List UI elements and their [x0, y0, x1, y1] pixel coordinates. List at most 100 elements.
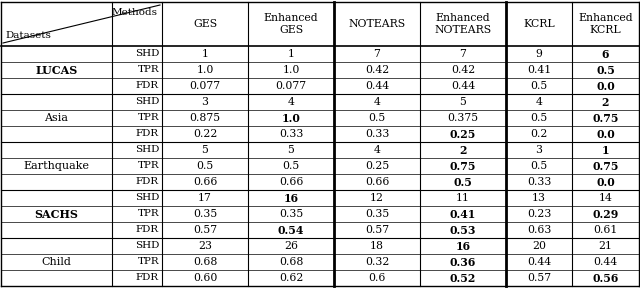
Text: SHD: SHD [134, 146, 159, 155]
Text: Earthquake: Earthquake [24, 161, 90, 171]
Text: NOTEARS: NOTEARS [348, 19, 406, 29]
Text: 0.63: 0.63 [527, 225, 551, 235]
Text: 0.875: 0.875 [189, 113, 221, 123]
Text: KCRL: KCRL [523, 19, 555, 29]
Text: 0.75: 0.75 [592, 113, 619, 123]
Text: 0.33: 0.33 [527, 177, 551, 187]
Text: 0.44: 0.44 [365, 81, 389, 91]
Text: Enhanced
KCRL: Enhanced KCRL [578, 13, 633, 35]
Text: 1: 1 [202, 49, 209, 59]
Text: 9: 9 [536, 49, 543, 59]
Text: 0.35: 0.35 [365, 209, 389, 219]
Text: 0.44: 0.44 [593, 257, 618, 267]
Text: 2: 2 [602, 96, 609, 108]
Text: 0.375: 0.375 [447, 113, 479, 123]
Text: TPR: TPR [138, 210, 159, 218]
Text: TPR: TPR [138, 258, 159, 266]
Text: Enhanced
GES: Enhanced GES [264, 13, 318, 35]
Text: 0.54: 0.54 [278, 225, 304, 235]
Text: 6: 6 [602, 49, 609, 59]
Text: 0.41: 0.41 [450, 208, 476, 220]
Text: 0.66: 0.66 [193, 177, 217, 187]
Text: 0.61: 0.61 [593, 225, 618, 235]
Text: 23: 23 [198, 241, 212, 251]
Text: 4: 4 [536, 97, 543, 107]
Text: 4: 4 [374, 97, 380, 107]
Text: 7: 7 [374, 49, 380, 59]
Text: 0.56: 0.56 [592, 273, 619, 283]
Text: Methods: Methods [112, 8, 158, 17]
Text: 1: 1 [287, 49, 294, 59]
Text: 0.5: 0.5 [196, 161, 214, 171]
Text: 11: 11 [456, 193, 470, 203]
Text: 1.0: 1.0 [282, 113, 300, 123]
Text: 0.62: 0.62 [279, 273, 303, 283]
Text: 0.66: 0.66 [279, 177, 303, 187]
Text: TPR: TPR [138, 113, 159, 123]
Text: 0.66: 0.66 [365, 177, 389, 187]
Text: 0.0: 0.0 [596, 81, 615, 91]
Text: 0.57: 0.57 [527, 273, 551, 283]
Text: 0.33: 0.33 [365, 129, 389, 139]
Text: FDR: FDR [136, 225, 159, 235]
Text: 0.077: 0.077 [189, 81, 221, 91]
Text: 0.33: 0.33 [279, 129, 303, 139]
Text: FDR: FDR [136, 129, 159, 138]
Text: 18: 18 [370, 241, 384, 251]
Text: 0.32: 0.32 [365, 257, 389, 267]
Text: 0.22: 0.22 [193, 129, 217, 139]
Text: 0.2: 0.2 [531, 129, 548, 139]
Text: Child: Child [42, 257, 72, 267]
Text: SHD: SHD [134, 241, 159, 250]
Text: 13: 13 [532, 193, 546, 203]
Text: 14: 14 [598, 193, 612, 203]
Text: 0.44: 0.44 [527, 257, 551, 267]
Text: FDR: FDR [136, 178, 159, 186]
Text: SHD: SHD [134, 49, 159, 59]
Text: 2: 2 [460, 144, 467, 156]
Text: 0.44: 0.44 [451, 81, 475, 91]
Text: 5: 5 [202, 145, 209, 155]
Text: 1: 1 [602, 144, 609, 156]
Text: 0.25: 0.25 [365, 161, 389, 171]
Text: 0.60: 0.60 [193, 273, 217, 283]
Text: LUCAS: LUCAS [35, 64, 77, 76]
Text: 0.57: 0.57 [365, 225, 389, 235]
Text: 21: 21 [598, 241, 612, 251]
Text: 26: 26 [284, 241, 298, 251]
Text: 16: 16 [456, 240, 470, 251]
Text: 0.5: 0.5 [596, 64, 615, 76]
Text: TPR: TPR [138, 161, 159, 171]
Text: 0.35: 0.35 [279, 209, 303, 219]
Text: 0.75: 0.75 [450, 161, 476, 171]
Text: Datasets: Datasets [5, 31, 51, 40]
Text: 3: 3 [202, 97, 209, 107]
Text: 0.68: 0.68 [279, 257, 303, 267]
Text: 0.0: 0.0 [596, 176, 615, 188]
Text: 0.0: 0.0 [596, 128, 615, 139]
Text: SHD: SHD [134, 193, 159, 203]
Text: 1.0: 1.0 [196, 65, 214, 75]
Text: 0.75: 0.75 [592, 161, 619, 171]
Text: Enhanced
NOTEARS: Enhanced NOTEARS [435, 13, 492, 35]
Text: 0.57: 0.57 [193, 225, 217, 235]
Text: 20: 20 [532, 241, 546, 251]
Text: GES: GES [193, 19, 217, 29]
Text: 0.41: 0.41 [527, 65, 551, 75]
Text: 0.42: 0.42 [451, 65, 475, 75]
Text: SHD: SHD [134, 98, 159, 106]
Text: 0.35: 0.35 [193, 209, 217, 219]
Text: TPR: TPR [138, 66, 159, 74]
Text: 5: 5 [460, 97, 467, 107]
Text: 0.53: 0.53 [450, 225, 476, 235]
Text: 0.077: 0.077 [275, 81, 307, 91]
Text: FDR: FDR [136, 273, 159, 283]
Text: 0.6: 0.6 [368, 273, 386, 283]
Text: 0.5: 0.5 [282, 161, 300, 171]
Text: 0.5: 0.5 [531, 113, 548, 123]
Text: SACHS: SACHS [35, 208, 79, 220]
Text: 0.23: 0.23 [527, 209, 551, 219]
Text: 0.36: 0.36 [450, 256, 476, 268]
Text: FDR: FDR [136, 81, 159, 91]
Text: 0.5: 0.5 [531, 161, 548, 171]
